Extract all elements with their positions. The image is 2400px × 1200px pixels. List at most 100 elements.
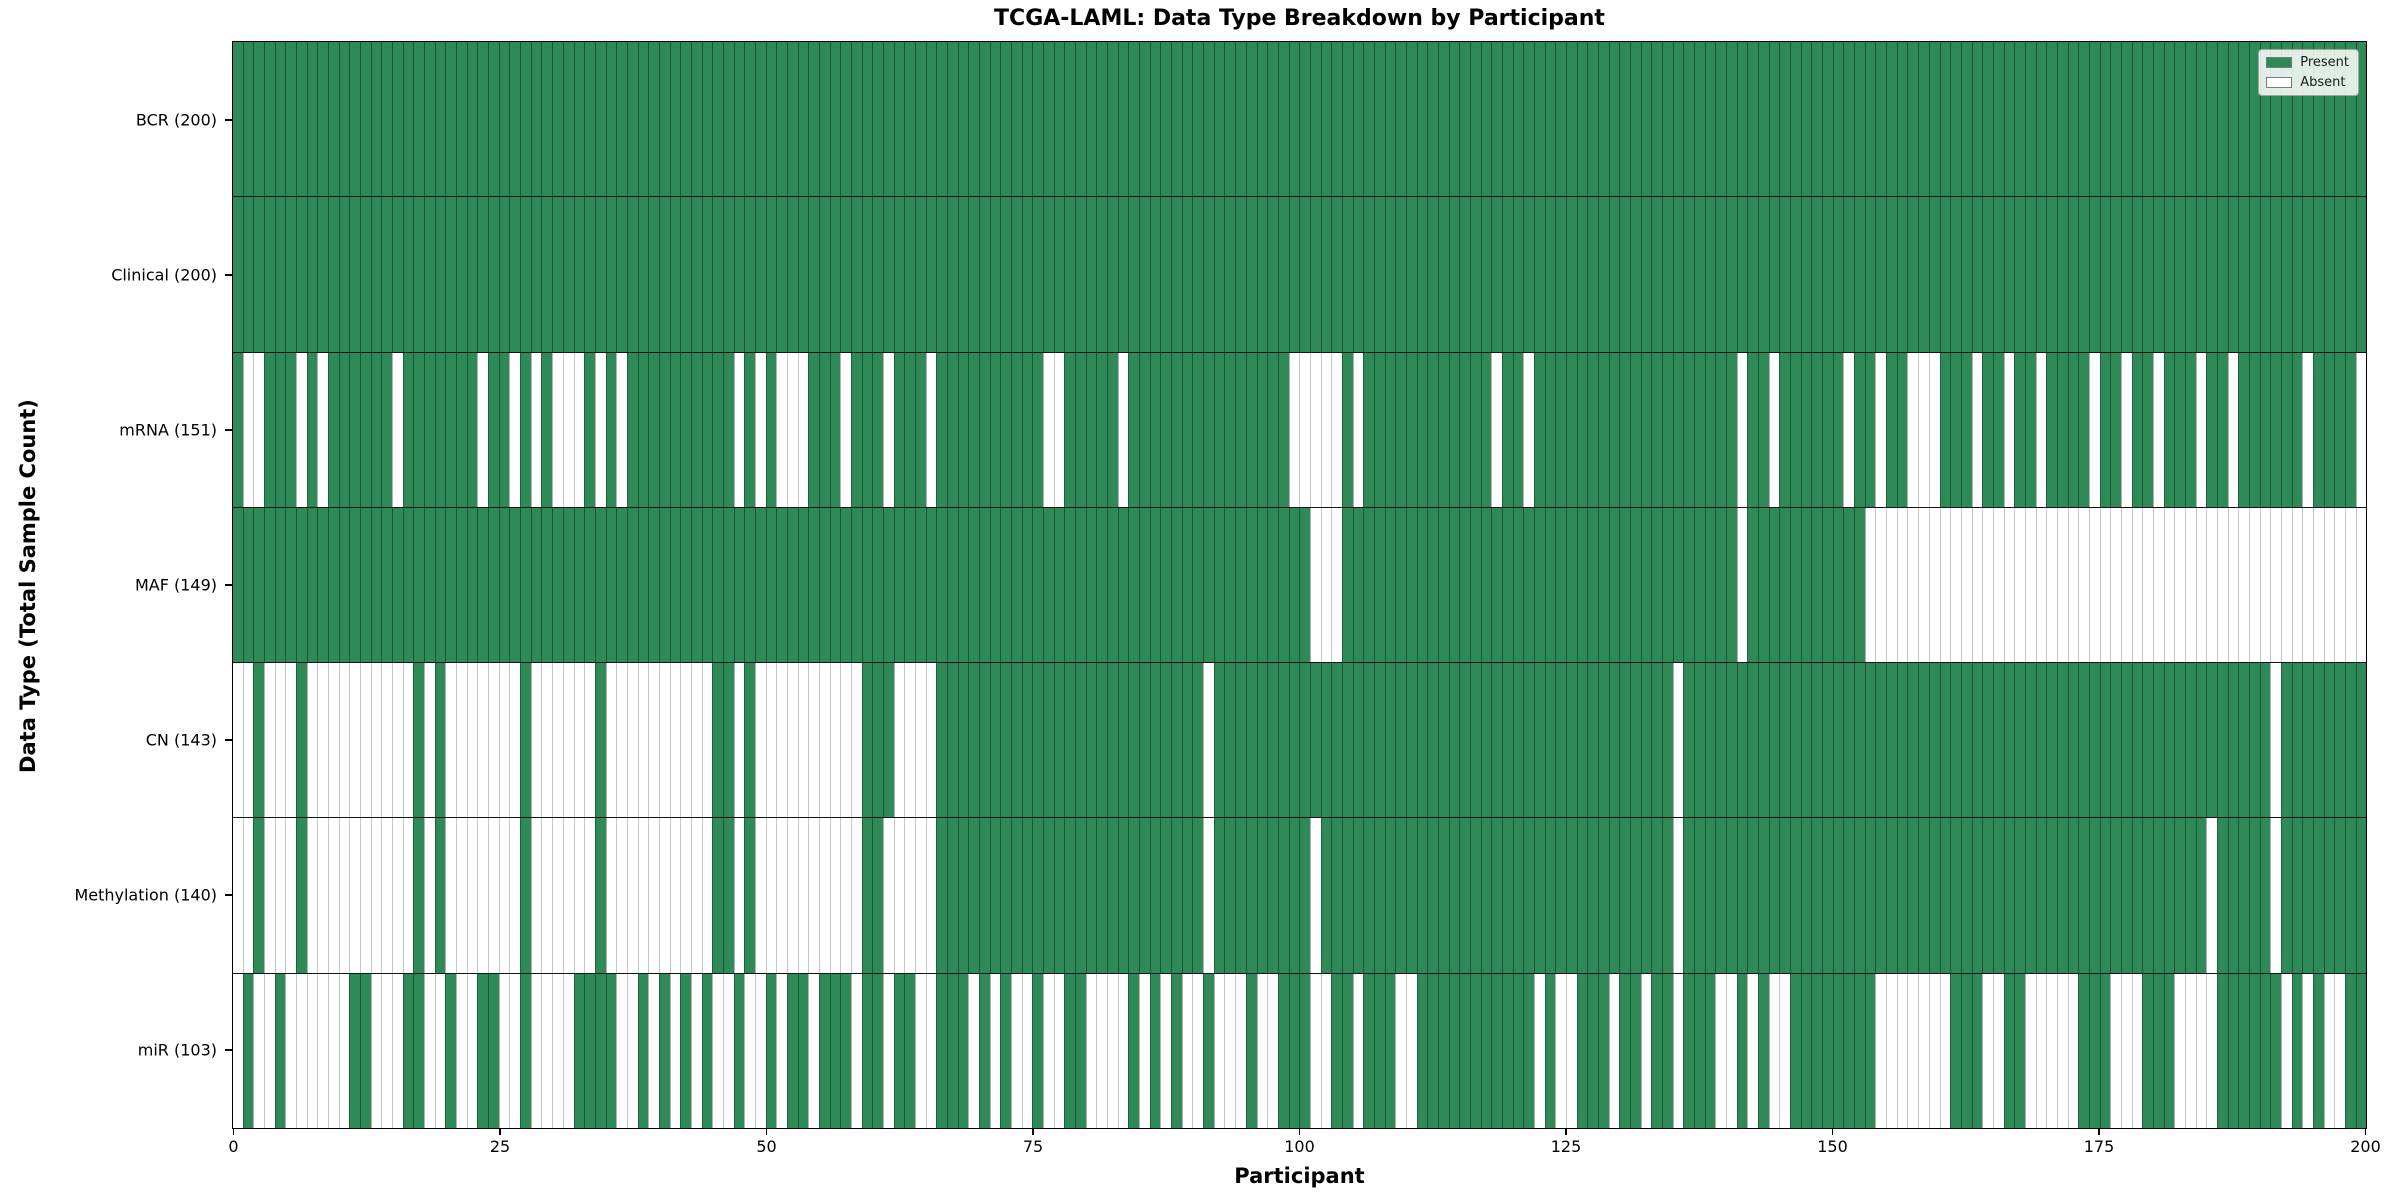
heatmap-cell xyxy=(1437,352,1449,507)
heatmap-cell xyxy=(701,663,713,818)
heatmap-cell xyxy=(1299,663,1310,818)
heatmap-cell xyxy=(1598,197,1609,352)
heatmap-cell xyxy=(1501,663,1513,818)
heatmap-cell xyxy=(2056,507,2068,663)
heatmap-cell xyxy=(1277,507,1289,663)
heatmap-cell xyxy=(893,197,905,352)
heatmap-cell xyxy=(850,352,862,507)
heatmap-cell xyxy=(360,352,371,507)
heatmap-cell xyxy=(498,973,510,1128)
heatmap-cell xyxy=(1331,973,1342,1128)
heatmap-cell xyxy=(2216,663,2228,818)
heatmap-cell xyxy=(317,507,329,663)
heatmap-cell xyxy=(925,352,937,507)
heatmap-cell xyxy=(1843,818,1855,973)
heatmap-cell xyxy=(936,818,948,973)
heatmap-cell xyxy=(1384,507,1396,663)
heatmap-cell xyxy=(2355,352,2367,507)
heatmap-cell xyxy=(1181,197,1193,352)
heatmap-cell xyxy=(915,507,926,663)
heatmap-cell xyxy=(1704,42,1716,197)
heatmap-cell xyxy=(1992,197,2004,352)
x-tick-label: 0 xyxy=(228,1137,239,1156)
heatmap-cell xyxy=(1416,663,1428,818)
heatmap-cell xyxy=(1736,507,1748,663)
heatmap-cell xyxy=(1448,352,1460,507)
heatmap-cell xyxy=(594,42,606,197)
heatmap-cell xyxy=(370,818,382,973)
heatmap-cell xyxy=(1907,197,1919,352)
heatmap-cell xyxy=(1907,818,1919,973)
heatmap-cell xyxy=(2345,352,2356,507)
heatmap-cell xyxy=(1363,973,1374,1128)
heatmap-cell xyxy=(1982,818,1993,973)
heatmap-cell xyxy=(1715,663,1727,818)
heatmap-cell xyxy=(1203,197,1214,352)
heatmap-cell xyxy=(1171,973,1182,1128)
heatmap-cell xyxy=(552,818,563,973)
heatmap-cell xyxy=(306,197,318,352)
heatmap-cell xyxy=(818,507,830,663)
heatmap-cell xyxy=(1598,352,1609,507)
heatmap-cell xyxy=(957,507,969,663)
heatmap-cell xyxy=(840,663,851,818)
heatmap-cell xyxy=(669,352,681,507)
heatmap-cell xyxy=(1064,197,1076,352)
heatmap-cell xyxy=(2227,973,2239,1128)
heatmap-cell xyxy=(520,973,531,1128)
heatmap-cell xyxy=(1203,507,1214,663)
heatmap-cell xyxy=(1939,818,1951,973)
heatmap-cell xyxy=(2248,507,2260,663)
heatmap-cell xyxy=(466,973,478,1128)
heatmap-cell xyxy=(1533,973,1545,1128)
heatmap-cell xyxy=(936,973,948,1128)
heatmap-cell xyxy=(1736,197,1748,352)
heatmap-cell xyxy=(1309,42,1321,197)
heatmap-cell xyxy=(274,973,286,1128)
heatmap-cell xyxy=(477,197,489,352)
heatmap-cell xyxy=(2024,42,2036,197)
heatmap-cell xyxy=(2355,507,2367,663)
heatmap-cell xyxy=(2238,42,2249,197)
heatmap-cell xyxy=(1651,663,1663,818)
heatmap-cell xyxy=(274,352,286,507)
heatmap-cell xyxy=(1758,197,1769,352)
heatmap-cell xyxy=(488,973,499,1128)
heatmap-cell xyxy=(968,507,980,663)
heatmap-cell xyxy=(1384,663,1396,818)
heatmap-cell xyxy=(1907,352,1919,507)
heatmap-cell xyxy=(893,663,905,818)
heatmap-cell xyxy=(328,507,339,663)
heatmap-cell xyxy=(765,507,777,663)
heatmap-cell xyxy=(1448,663,1460,818)
heatmap-cell xyxy=(1043,42,1054,197)
heatmap-cell xyxy=(840,818,851,973)
heatmap-cell xyxy=(2270,818,2281,973)
heatmap-cell xyxy=(989,507,1001,663)
heatmap-cell xyxy=(296,42,307,197)
heatmap-cell xyxy=(1640,663,1652,818)
heatmap-cell xyxy=(904,42,915,197)
heatmap-cell xyxy=(1235,818,1246,973)
heatmap-cell xyxy=(1277,352,1289,507)
heatmap-cell xyxy=(1779,197,1791,352)
heatmap-cell xyxy=(904,507,915,663)
heatmap-cell xyxy=(1875,663,1887,818)
heatmap-cell xyxy=(530,663,542,818)
heatmap-cell xyxy=(1384,818,1396,973)
heatmap-cell xyxy=(1971,42,1983,197)
y-tick-label-miR: miR (103) xyxy=(137,1040,217,1060)
x-tick-label: 200 xyxy=(2350,1137,2381,1156)
heatmap-cell xyxy=(882,973,894,1128)
heatmap-cell xyxy=(1149,973,1161,1128)
heatmap-cell xyxy=(2184,42,2196,197)
heatmap-cell xyxy=(1630,352,1641,507)
heatmap-cell xyxy=(1235,973,1246,1128)
heatmap-cell xyxy=(776,42,787,197)
heatmap-cell xyxy=(424,352,435,507)
heatmap-cell xyxy=(2099,507,2111,663)
x-tick-mark xyxy=(2364,1129,2367,1135)
heatmap-cell xyxy=(669,507,681,663)
heatmap-cell xyxy=(829,197,841,352)
heatmap-cell xyxy=(1555,663,1566,818)
